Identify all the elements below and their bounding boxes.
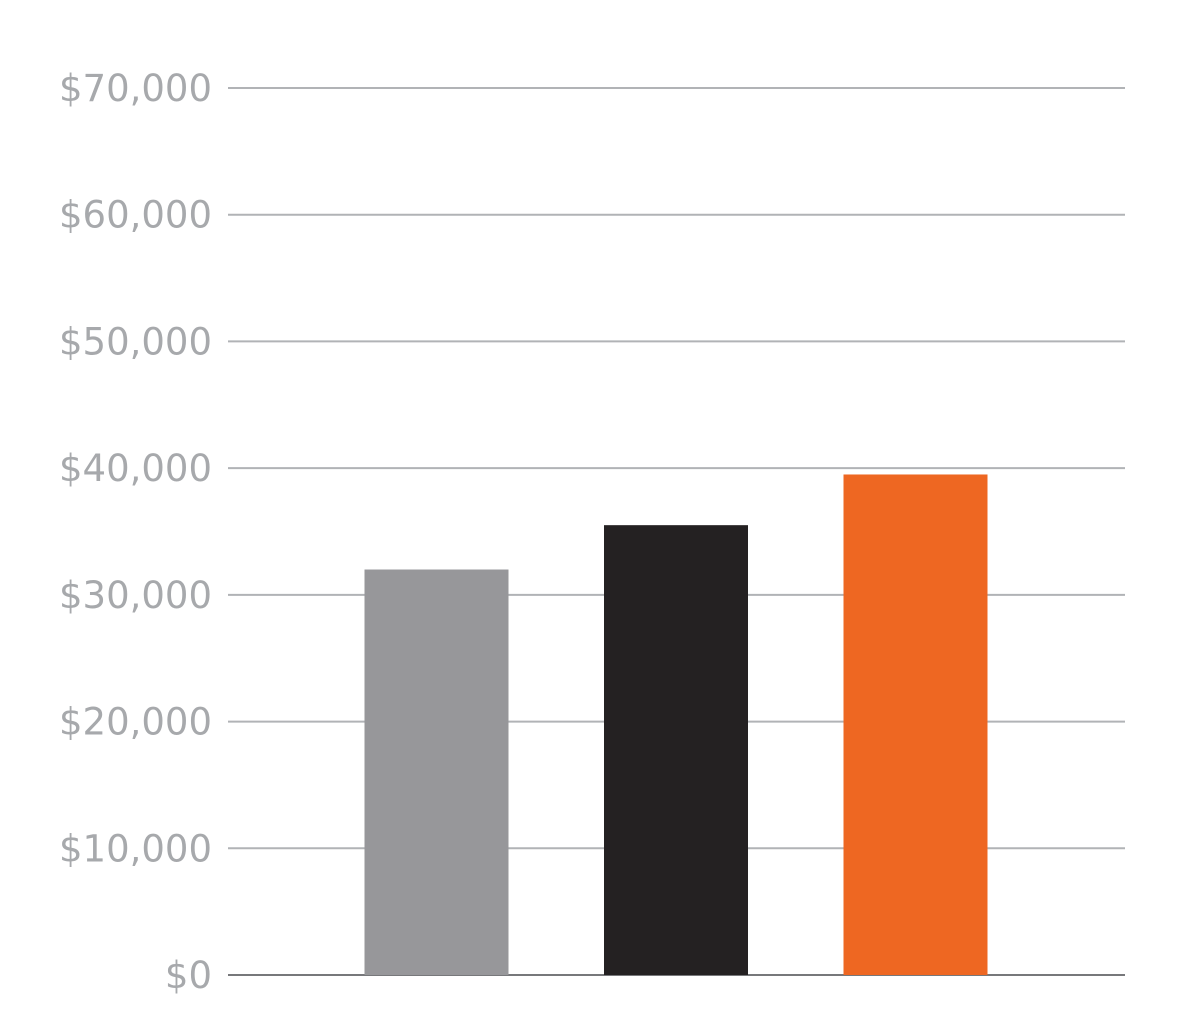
bar [364,569,509,975]
y-tick-label: $40,000 [59,447,212,490]
y-tick-label: $50,000 [59,320,212,363]
y-tick-label: $0 [165,954,212,997]
bars [364,474,988,975]
y-tick-label: $20,000 [59,701,212,744]
bar [843,474,988,975]
y-tick-label: $60,000 [59,194,212,237]
y-tick-label: $10,000 [59,827,212,870]
y-axis: $0 $10,000 $20,000 $30,000 $40,000 $50,000 $60… [59,67,212,997]
bar [604,525,748,975]
y-tick-label: $70,000 [59,67,212,110]
y-tick-label: $30,000 [59,574,212,617]
